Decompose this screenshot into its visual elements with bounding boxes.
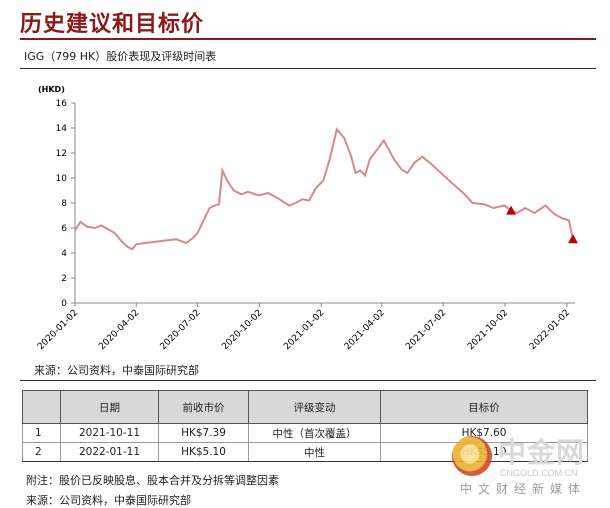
header-rating-change: 评级变动	[248, 390, 381, 424]
y-tick-label: 2	[61, 274, 67, 284]
y-tick-label: 10	[56, 174, 68, 184]
y-tick-label: 16	[56, 99, 68, 109]
subtitle-divider	[20, 68, 596, 69]
x-tick-label: 2021-04-02	[343, 308, 387, 352]
rating-history-table: 日期 前收市价 评级变动 目标价 1 2021-10-11 HK$7.39 中性…	[22, 390, 588, 462]
y-tick-label: 14	[56, 124, 68, 134]
price-series-line	[74, 127, 574, 251]
cell-rating-change: 中性	[248, 442, 381, 462]
x-tick-label: 2021-01-02	[282, 308, 326, 352]
rating-marker-icon	[506, 205, 517, 215]
x-tick-label: 2021-10-02	[466, 308, 510, 352]
cell-index: 2	[22, 442, 61, 462]
x-tick-label: 2020-10-02	[220, 308, 264, 352]
cell-date: 2021-10-11	[60, 423, 159, 443]
cell-index: 1	[22, 423, 61, 443]
x-tick-label: 2020-04-02	[97, 308, 141, 352]
x-tick-label: 2020-07-02	[159, 308, 203, 352]
cell-date: 2022-01-11	[60, 442, 159, 462]
table-note: 附注：股价已反映股息、股本合并及分拆等调整因素	[26, 474, 279, 487]
heading-divider	[20, 38, 596, 40]
watermark-tagline: 中文财经新媒体	[460, 482, 587, 496]
header-index	[22, 390, 61, 424]
y-axis-label: (HKD)	[38, 85, 65, 94]
y-tick-label: 12	[56, 149, 67, 159]
table-row: 2 2022-01-11 HK$5.10 中性 HK$5.10	[22, 442, 588, 462]
rating-marker-icon	[567, 234, 578, 244]
cell-target-price: HK$5.10	[380, 442, 588, 462]
x-tick-label: 2021-07-02	[404, 308, 448, 352]
header-prev-close: 前收市价	[158, 390, 249, 424]
header-target-price: 目标价	[380, 390, 588, 424]
chart-source: 来源：公司资料，中泰国际研究部	[34, 364, 199, 377]
table-source: 来源：公司资料，中泰国际研究部	[26, 494, 191, 507]
y-tick-label: 4	[61, 249, 67, 259]
y-tick-label: 6	[61, 224, 67, 234]
watermark-domain: CNGOLD.COM.CN	[500, 468, 578, 478]
price-chart: 0 2 4 6 8 10 12 14 16 2020-01-02 2020-04-02 2020-0…	[36, 85, 578, 352]
chart-subtitle: IGG（799 HK）股价表现及评级时间表	[24, 50, 217, 63]
cell-target-price: HK$7.60	[380, 423, 588, 443]
y-tick-label: 0	[61, 299, 67, 309]
table-row: 1 2021-10-11 HK$7.39 中性（首次覆盖） HK$7.60	[22, 423, 588, 443]
cell-prev-close: HK$7.39	[158, 423, 249, 443]
x-tick-label: 2022-01-02	[528, 308, 572, 352]
cell-prev-close: HK$5.10	[158, 442, 249, 462]
header-date: 日期	[60, 390, 159, 424]
x-tick-label: 2020-01-02	[36, 308, 80, 352]
page-heading: 历史建议和目标价	[20, 11, 205, 37]
chart-divider	[20, 380, 596, 381]
table-header-row: 日期 前收市价 评级变动 目标价	[22, 390, 588, 424]
y-tick-label: 8	[61, 199, 67, 209]
cell-rating-change: 中性（首次覆盖）	[248, 423, 381, 443]
